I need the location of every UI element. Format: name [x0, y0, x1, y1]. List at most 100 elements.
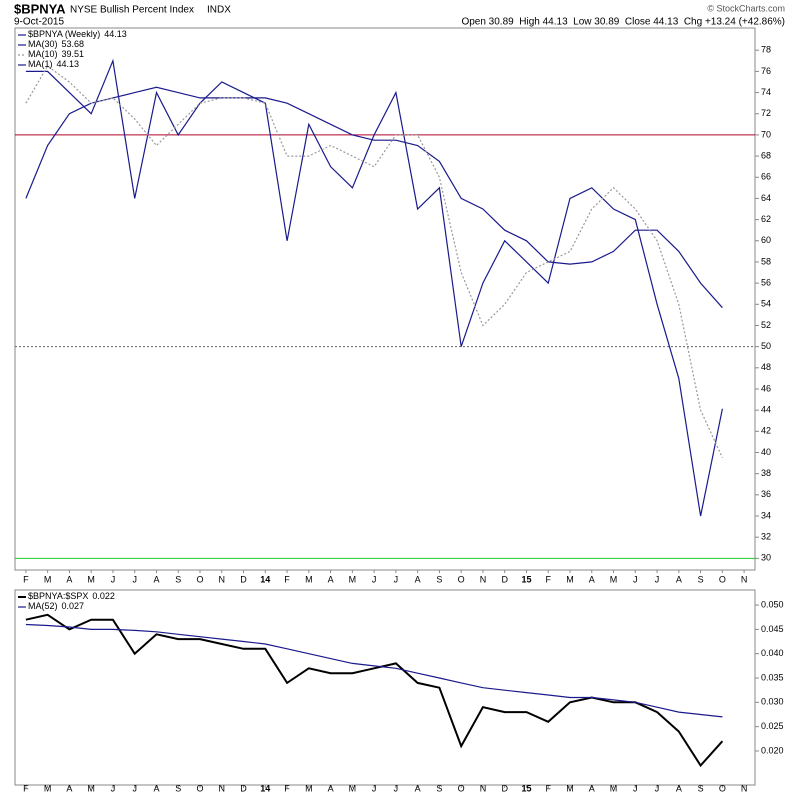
- x-tick-label: M: [566, 574, 574, 584]
- y-tick-label: 54: [761, 299, 771, 309]
- y-tick-label: 72: [761, 108, 771, 118]
- y-tick-label: 38: [761, 468, 771, 478]
- x-tick-label: F: [284, 783, 290, 793]
- legend-last: 0.022: [92, 591, 115, 601]
- y-tick-label: 0.035: [761, 672, 784, 682]
- x-tick-label: J: [372, 783, 377, 793]
- x-tick-label: J: [394, 783, 399, 793]
- y-tick-label: 46: [761, 383, 771, 393]
- y-tick-label: 40: [761, 447, 771, 457]
- x-tick-label: A: [328, 574, 334, 584]
- legend-entry: MA(10) 39.51: [28, 49, 84, 59]
- y-tick-label: 78: [761, 45, 771, 55]
- legend-entry: $BPNYA (Weekly) 44.13: [28, 29, 127, 39]
- x-tick-label: N: [741, 783, 748, 793]
- x-tick-label: A: [328, 783, 334, 793]
- x-tick-label: M: [44, 783, 52, 793]
- y-tick-label: 60: [761, 235, 771, 245]
- x-tick-label: N: [741, 574, 748, 584]
- x-tick-label: S: [698, 783, 704, 793]
- x-tick-label: A: [676, 783, 682, 793]
- y-tick-label: 70: [761, 129, 771, 139]
- legend-name: $BPNYA:$SPX: [28, 591, 88, 601]
- x-tick-label: J: [132, 574, 137, 584]
- x-tick-label: F: [23, 574, 29, 584]
- x-tick-label: 14: [260, 574, 270, 584]
- legend-name: MA(30): [28, 39, 58, 49]
- y-tick-label: 64: [761, 193, 771, 203]
- y-tick-label: 0.040: [761, 648, 784, 658]
- watermark: © StockCharts.com: [707, 3, 785, 13]
- x-tick-label: N: [219, 783, 226, 793]
- legend-last: 0.027: [62, 601, 85, 611]
- exchange: INDX: [207, 5, 231, 16]
- x-tick-label: A: [415, 574, 421, 584]
- legend-name: MA(10): [28, 49, 58, 59]
- y-tick-label: 0.030: [761, 697, 784, 707]
- x-tick-label: A: [153, 783, 159, 793]
- chart-title: $BPNYA: [14, 1, 66, 16]
- x-tick-label: D: [240, 574, 247, 584]
- x-tick-label: O: [719, 574, 726, 584]
- x-tick-label: M: [349, 574, 357, 584]
- legend-name: MA(52): [28, 601, 58, 611]
- y-tick-label: 42: [761, 426, 771, 436]
- series-line: [25, 86, 723, 309]
- legend-name: $BPNYA (Weekly): [28, 29, 100, 39]
- x-tick-label: M: [305, 783, 313, 793]
- x-tick-label: 15: [521, 783, 531, 793]
- x-tick-label: 15: [521, 574, 531, 584]
- x-tick-label: J: [655, 574, 660, 584]
- legend-entry: MA(30) 53.68: [28, 39, 84, 49]
- legend-name: MA(1): [28, 59, 53, 69]
- series-line: [25, 623, 723, 718]
- y-tick-label: 56: [761, 277, 771, 287]
- x-tick-label: F: [284, 574, 290, 584]
- x-tick-label: A: [589, 783, 595, 793]
- x-tick-label: 14: [260, 783, 270, 793]
- x-tick-label: J: [633, 574, 638, 584]
- x-tick-label: A: [589, 574, 595, 584]
- x-tick-label: N: [480, 783, 487, 793]
- y-tick-label: 0.020: [761, 745, 784, 755]
- legend-last: 44.13: [57, 59, 80, 69]
- x-tick-label: F: [23, 783, 29, 793]
- x-tick-label: M: [610, 783, 618, 793]
- panel-frame: [14, 27, 756, 571]
- panel-frame: [14, 589, 756, 786]
- x-tick-label: M: [87, 574, 95, 584]
- y-tick-label: 32: [761, 532, 771, 542]
- x-tick-label: N: [480, 574, 487, 584]
- x-tick-label: O: [196, 783, 203, 793]
- x-tick-label: S: [436, 574, 442, 584]
- series-line: [25, 58, 723, 517]
- legend-entry: MA(52) 0.027: [28, 601, 84, 611]
- x-tick-label: F: [545, 783, 551, 793]
- y-tick-label: 66: [761, 172, 771, 182]
- x-tick-label: M: [87, 783, 95, 793]
- y-tick-label: 36: [761, 489, 771, 499]
- legend-entry: $BPNYA:$SPX 0.022: [28, 591, 115, 601]
- y-tick-label: 0.025: [761, 721, 784, 731]
- y-tick-label: 34: [761, 510, 771, 520]
- y-tick-label: 58: [761, 256, 771, 266]
- quote: Open 30.89 High 44.13 Low 30.89 Close 44…: [461, 17, 785, 28]
- x-tick-label: D: [240, 783, 247, 793]
- y-tick-label: 62: [761, 214, 771, 224]
- chart-subtitle: NYSE Bullish Percent Index: [70, 5, 194, 16]
- legend-last: 53.68: [62, 39, 85, 49]
- y-tick-label: 44: [761, 405, 771, 415]
- date: 9-Oct-2015: [14, 17, 64, 28]
- legend-last: 44.13: [104, 29, 127, 39]
- x-tick-label: O: [196, 574, 203, 584]
- y-tick-label: 30: [761, 553, 771, 563]
- series-line: [25, 613, 724, 768]
- x-tick-label: J: [655, 783, 660, 793]
- legend-last: 39.51: [62, 49, 85, 59]
- series-line: [25, 65, 723, 458]
- x-tick-label: M: [610, 574, 618, 584]
- x-tick-label: A: [676, 574, 682, 584]
- x-tick-label: J: [394, 574, 399, 584]
- x-tick-label: M: [305, 574, 313, 584]
- y-tick-label: 76: [761, 66, 771, 76]
